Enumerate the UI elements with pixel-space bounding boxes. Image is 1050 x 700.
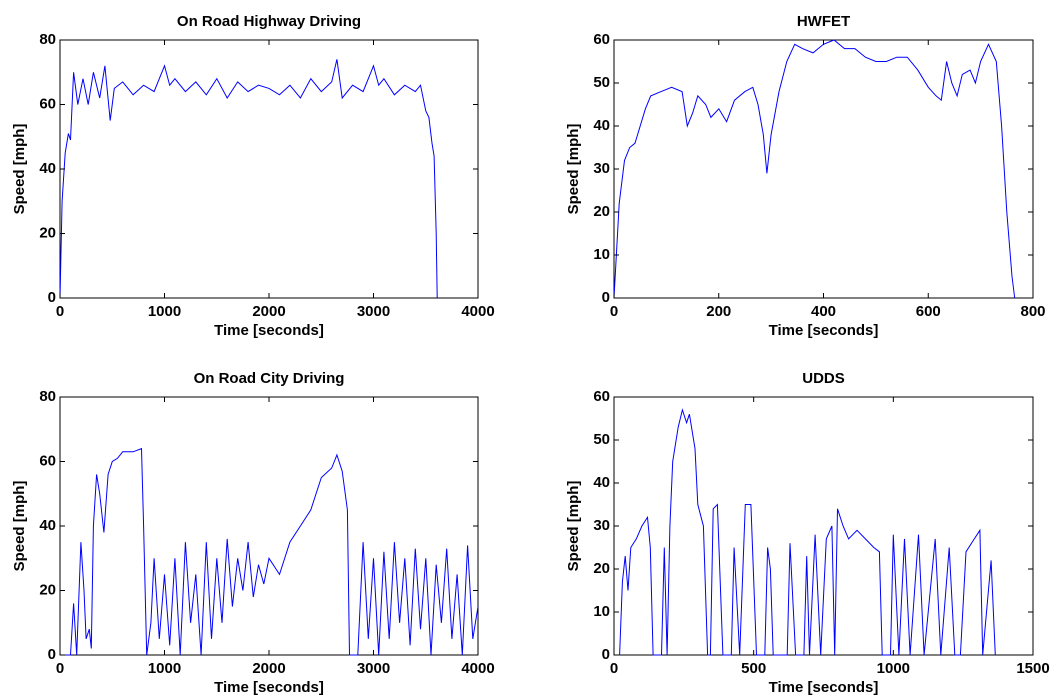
y-tick-label: 50: [593, 431, 610, 448]
x-tick-label: 4000: [461, 660, 494, 677]
y-tick-label: 10: [593, 246, 610, 263]
y-tick-label: 40: [39, 517, 56, 534]
x-tick-label: 4000: [461, 303, 494, 320]
y-axis-label: Speed [mph]: [11, 124, 28, 215]
y-tick-label: 20: [593, 203, 610, 220]
y-tick-label: 0: [48, 289, 56, 306]
subplot: 0 500 1000 1500 0 10 20 30 40 50 60 UDDS Time [secon…: [565, 370, 1050, 696]
x-tick-label: 0: [56, 303, 64, 320]
y-tick-label: 80: [39, 388, 56, 405]
y-tick-label: 30: [593, 517, 610, 534]
x-tick-label: 0: [56, 660, 64, 677]
x-axis-label: Time [seconds]: [769, 679, 879, 696]
x-axis-label: Time [seconds]: [214, 679, 324, 696]
chart-title: UDDS: [802, 370, 845, 387]
y-tick-label: 10: [593, 603, 610, 620]
subplot: 0 200 400 600 800 0 10 20 30 40 50 60 HWFET Time [sec…: [565, 13, 1046, 339]
x-tick-label: 1000: [148, 660, 181, 677]
x-tick-label: 1000: [877, 660, 910, 677]
y-tick-label: 40: [39, 160, 56, 177]
speed-line: [60, 447, 479, 656]
x-axis-label: Time [seconds]: [769, 322, 879, 339]
y-axis-label: Speed [mph]: [11, 481, 28, 572]
x-tick-label: 200: [706, 303, 731, 320]
axes-box: [59, 396, 479, 656]
x-tick-label: 3000: [357, 660, 390, 677]
x-tick-label: 2000: [252, 660, 285, 677]
speed-line: [614, 408, 996, 656]
x-tick-label: 0: [610, 660, 618, 677]
x-tick-label: 0: [610, 303, 618, 320]
axes-box: [59, 39, 479, 299]
x-axis-label: Time [seconds]: [214, 322, 324, 339]
axes-box: [613, 39, 1034, 299]
y-tick-label: 20: [593, 560, 610, 577]
x-tick-label: 600: [916, 303, 941, 320]
chart-title: HWFET: [797, 13, 850, 30]
x-tick-label: 3000: [357, 303, 390, 320]
y-tick-label: 20: [39, 224, 56, 241]
x-tick-label: 400: [811, 303, 836, 320]
speed-line: [59, 59, 438, 299]
y-tick-label: 40: [593, 117, 610, 134]
y-tick-label: 0: [602, 646, 610, 663]
y-tick-label: 60: [593, 388, 610, 405]
subplot: 0 1000 2000 3000 4000 0 20 40 60 80 On Road Highwa…: [11, 13, 495, 339]
y-tick-label: 50: [593, 74, 610, 91]
chart-title: On Road City Driving: [194, 370, 345, 387]
y-tick-label: 40: [593, 474, 610, 491]
y-tick-label: 30: [593, 160, 610, 177]
y-axis-label: Speed [mph]: [565, 481, 582, 572]
x-tick-label: 800: [1020, 303, 1045, 320]
y-tick-label: 60: [39, 95, 56, 112]
y-tick-label: 60: [593, 31, 610, 48]
x-tick-label: 1500: [1016, 660, 1049, 677]
y-tick-label: 80: [39, 31, 56, 48]
chart-title: On Road Highway Driving: [177, 13, 361, 30]
subplot: 0 1000 2000 3000 4000 0 20 40 60 80 On Road City D…: [11, 370, 495, 696]
y-tick-label: 60: [39, 452, 56, 469]
x-tick-label: 500: [741, 660, 766, 677]
y-axis-label: Speed [mph]: [565, 124, 582, 215]
y-tick-label: 20: [39, 581, 56, 598]
x-tick-label: 1000: [148, 303, 181, 320]
speed-line: [613, 39, 1016, 299]
x-tick-label: 2000: [252, 303, 285, 320]
y-tick-label: 0: [48, 646, 56, 663]
y-tick-label: 0: [602, 289, 610, 306]
